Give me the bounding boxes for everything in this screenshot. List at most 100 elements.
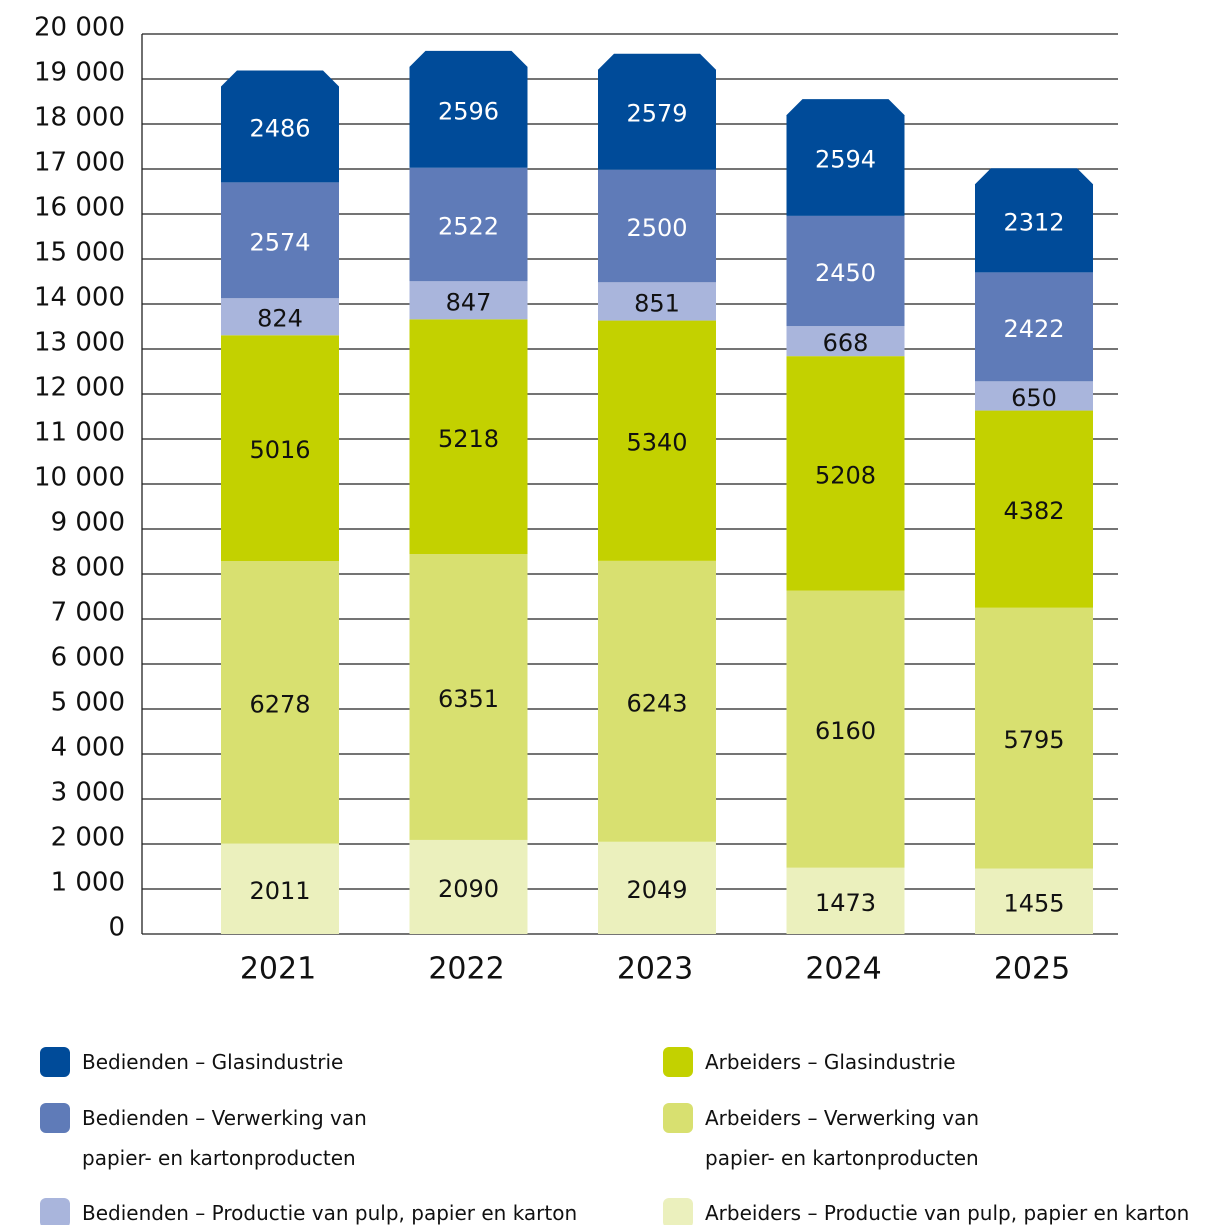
value-label: 2522 [438, 212, 499, 240]
legend-swatch [663, 1103, 693, 1133]
y-tick-label: 19 000 [34, 58, 125, 88]
y-tick-label: 4 000 [51, 733, 125, 763]
bar-segment [409, 319, 528, 555]
bar-segment [221, 70, 339, 183]
y-tick-label: 8 000 [51, 553, 125, 583]
bar-segment [786, 867, 905, 934]
value-label: 6351 [438, 685, 499, 713]
value-label: 2011 [249, 877, 310, 905]
legend-item: Arbeiders – Glasindustrie [663, 1042, 956, 1082]
y-tick-label: 1 000 [51, 868, 125, 898]
bar-segment [598, 560, 716, 842]
bar-segment [598, 169, 716, 283]
y-tick-label: 13 000 [34, 328, 125, 358]
chart: 0 1 000 2 000 3 000 4 000 5 000 6 000 7 000 8 00… [34, 13, 1118, 987]
legend-swatch [663, 1198, 693, 1225]
value-label: 2596 [438, 97, 499, 125]
value-label: 2574 [249, 228, 310, 256]
legend-item: Bedienden – Glasindustrie [40, 1042, 343, 1082]
y-tick-label: 2 000 [51, 823, 125, 853]
legend-label: Arbeiders – Verwerking van papier- en ka… [705, 1106, 979, 1170]
value-label: 5795 [1003, 726, 1064, 754]
value-label: 2579 [626, 100, 687, 128]
value-label: 1473 [815, 889, 876, 917]
bar-segment [409, 167, 528, 282]
bar-segment [598, 53, 716, 170]
value-label: 4382 [1003, 497, 1064, 525]
value-label: 851 [634, 289, 680, 317]
legend-item: Bedienden – Productie van pulp, papier e… [40, 1193, 577, 1225]
y-tick-label: 9 000 [51, 508, 125, 538]
legend-label: Arbeiders – Glasindustrie [705, 1050, 956, 1074]
bar-segment [975, 410, 1093, 608]
value-label: 2594 [815, 145, 876, 173]
legend-label: Bedienden – Verwerking van papier- en ka… [82, 1106, 367, 1170]
y-tick-label: 17 000 [34, 148, 125, 178]
value-label: 6243 [626, 689, 687, 717]
value-label: 5340 [626, 429, 687, 457]
value-label: 847 [446, 288, 492, 316]
legend-item: Bedienden – Verwerking van papier- en ka… [40, 1098, 402, 1178]
bar-segment [598, 282, 716, 321]
bar-segment [409, 50, 528, 168]
y-tick-label: 11 000 [34, 418, 125, 448]
bar-segment [221, 560, 339, 844]
y-tick-label: 3 000 [51, 778, 125, 808]
value-label: 2422 [1003, 315, 1064, 343]
bar-segment [598, 320, 716, 561]
legend-label: Arbeiders – Productie van pulp, papier e… [705, 1201, 1190, 1225]
value-label: 2486 [249, 114, 310, 142]
bar-segment [975, 868, 1093, 934]
x-tick-label: 2021 [240, 952, 316, 987]
value-label: 6278 [249, 690, 310, 718]
bar-segment [221, 335, 339, 561]
bar-segment [409, 281, 528, 320]
bar-segment [221, 843, 339, 934]
value-label: 6160 [815, 717, 876, 745]
y-tick-label: 7 000 [51, 598, 125, 628]
legend-swatch [40, 1103, 70, 1133]
legend-swatch [40, 1047, 70, 1077]
y-tick-label: 20 000 [34, 13, 125, 43]
value-label: 2090 [438, 875, 499, 903]
x-tick-label: 2024 [805, 952, 881, 987]
y-tick-label: 15 000 [34, 238, 125, 268]
value-label: 2450 [815, 259, 876, 287]
value-label: 5218 [438, 425, 499, 453]
x-tick-label: 2025 [994, 952, 1070, 987]
legend-swatch [40, 1198, 70, 1225]
y-tick-label: 6 000 [51, 643, 125, 673]
bar-segment [221, 298, 339, 336]
value-label: 1455 [1003, 889, 1064, 917]
x-tick-label: 2022 [428, 952, 504, 987]
bar-segment [221, 182, 339, 299]
value-label: 5016 [249, 436, 310, 464]
legend-swatch [663, 1047, 693, 1077]
legend-item: Arbeiders – Productie van pulp, papier e… [663, 1193, 1189, 1225]
bar-segment [409, 554, 528, 840]
y-tick-label: 0 [108, 913, 125, 943]
bar-segment [786, 356, 905, 591]
value-label: 2500 [626, 214, 687, 242]
value-label: 668 [823, 329, 869, 357]
bar-segment [975, 381, 1093, 411]
bar-segment [786, 215, 905, 327]
bar-segment [975, 168, 1093, 273]
y-tick-label: 16 000 [34, 193, 125, 223]
bar-segment [598, 841, 716, 934]
value-label: 650 [1011, 384, 1057, 412]
bar-segment [975, 607, 1093, 869]
value-label: 824 [257, 305, 303, 333]
bar-segment [786, 99, 905, 216]
bar-segment [786, 590, 905, 868]
x-tick-label: 2023 [617, 952, 693, 987]
y-tick-label: 5 000 [51, 688, 125, 718]
bar-segment [786, 326, 905, 357]
bar-segment [409, 839, 528, 934]
legend-item: Arbeiders – Verwerking van papier- en ka… [663, 1098, 1025, 1178]
y-tick-label: 12 000 [34, 373, 125, 403]
y-tick-label: 18 000 [34, 103, 125, 133]
bar-segment [975, 272, 1093, 382]
legend-label: Bedienden – Glasindustrie [82, 1050, 344, 1074]
